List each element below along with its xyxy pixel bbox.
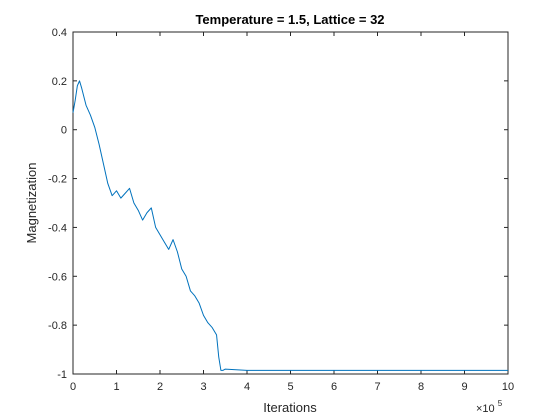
series-layer bbox=[72, 80, 508, 371]
x-tick-label: 5 bbox=[287, 381, 293, 393]
x-multiplier-base: ×10 bbox=[476, 403, 495, 415]
x-tick-label: 6 bbox=[331, 381, 337, 393]
y-axis-ticks: 0.4 0.2 0 -0.2 -0.4 -0.6 -0.8 -1 bbox=[48, 27, 508, 381]
x-tick-label: 10 bbox=[502, 381, 514, 393]
x-tick-label: 0 bbox=[70, 381, 76, 393]
x-tick-label: 1 bbox=[113, 381, 119, 393]
y-tick-label: -0.8 bbox=[48, 320, 67, 332]
x-tick-label: 8 bbox=[418, 381, 424, 393]
x-tick-label: 2 bbox=[157, 381, 163, 393]
y-tick-label: -0.6 bbox=[48, 271, 67, 283]
x-tick-label: 9 bbox=[461, 381, 467, 393]
x-tick-label: 4 bbox=[244, 381, 250, 393]
y-tick-label: -0.2 bbox=[48, 174, 67, 186]
y-tick-label: 0 bbox=[61, 125, 67, 137]
y-tick-label: -0.4 bbox=[48, 222, 67, 234]
series-line bbox=[72, 80, 508, 371]
plot-area bbox=[72, 31, 509, 375]
x-axis-label: Iterations bbox=[263, 400, 317, 415]
x-multiplier-exponent: 5 bbox=[498, 399, 503, 408]
y-tick-label: 0.4 bbox=[52, 27, 67, 39]
y-axis-label: Magnetization bbox=[24, 163, 39, 244]
x-tick-label: 7 bbox=[374, 381, 380, 393]
chart-title: Temperature = 1.5, Lattice = 32 bbox=[195, 12, 384, 27]
x-multiplier: ×10 5 bbox=[476, 399, 503, 415]
x-tick-label: 3 bbox=[200, 381, 206, 393]
y-tick-label: 0.2 bbox=[52, 76, 67, 88]
y-tick-label: -1 bbox=[57, 369, 67, 381]
